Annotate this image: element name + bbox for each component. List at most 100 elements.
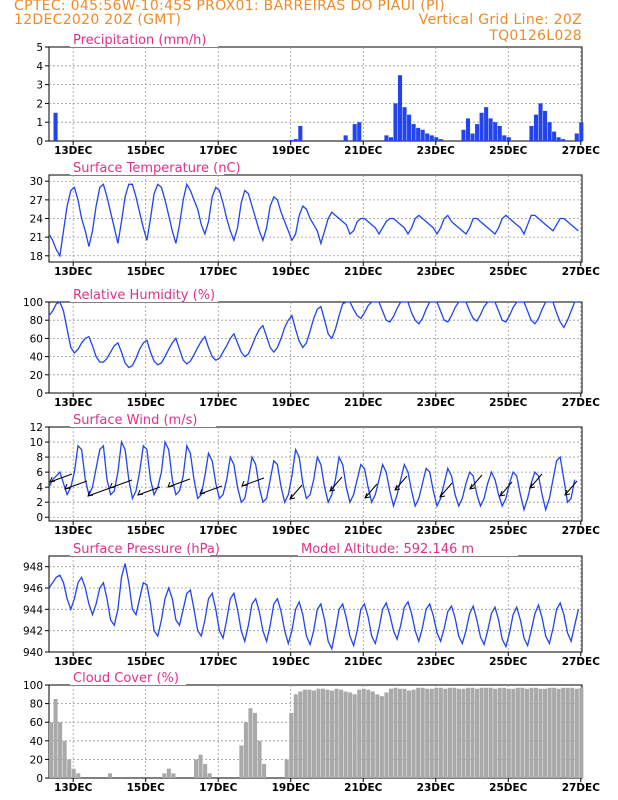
y-tick-label: 27 — [30, 195, 43, 207]
y-tick-label: 40 — [30, 352, 43, 364]
x-tick-label: 23DEC — [417, 525, 456, 537]
x-tick-label: 19DEC — [272, 782, 311, 794]
y-tick-label: 30 — [30, 176, 43, 188]
wind-arrow — [137, 486, 161, 496]
title-background — [70, 671, 186, 685]
cloud-bar — [475, 688, 480, 778]
cloud-bar — [429, 688, 434, 778]
cloud-bar — [384, 692, 389, 778]
precip-bar — [465, 118, 471, 141]
x-tick-label: 25DEC — [489, 266, 528, 278]
cloud-bar — [375, 694, 380, 778]
x-tick-label: 17DEC — [199, 656, 238, 668]
x-tick-label: 21DEC — [344, 656, 383, 668]
wind-arrow-head — [439, 491, 446, 498]
y-tick-label: 80 — [30, 315, 43, 327]
precip-bar — [529, 125, 534, 141]
cloud-bar — [379, 696, 384, 778]
precip-bar — [420, 129, 425, 141]
precip-bar — [533, 114, 539, 141]
x-tick-label: 25DEC — [489, 782, 528, 794]
precip-bar — [470, 133, 475, 141]
cloud-bar — [207, 773, 212, 778]
x-tick-label: 19DEC — [272, 397, 311, 409]
y-tick-label: 4 — [36, 61, 43, 73]
cloud-bar — [194, 759, 199, 778]
precip-bar — [298, 125, 303, 141]
y-tick-label: 100 — [23, 680, 43, 692]
cloud-bar — [574, 688, 579, 778]
precip-bar — [579, 122, 584, 141]
cloud-bar — [443, 688, 448, 778]
plot-frame — [48, 46, 583, 142]
wind-arrow — [64, 480, 88, 490]
panel-title: Precipitation (mm/h) — [73, 33, 206, 48]
y-tick-label: 100 — [23, 297, 43, 309]
cloud-bar — [456, 688, 461, 778]
y-tick-label: 2 — [36, 497, 43, 509]
wind-arrow-head — [109, 482, 116, 489]
cloud-bar — [316, 688, 321, 778]
y-tick-label: 942 — [23, 626, 43, 638]
wind-arrow — [564, 480, 578, 496]
cloud-bar — [357, 689, 362, 778]
cloud-bar — [352, 694, 357, 778]
cloud-bar — [298, 691, 303, 778]
cloud-bar — [257, 740, 262, 778]
annotation-background — [298, 542, 518, 556]
wind-arrow-head — [329, 485, 336, 492]
wind-arrow-head — [289, 493, 296, 500]
x-tick-label: 13DEC — [54, 656, 93, 668]
cloud-bar — [370, 691, 375, 778]
x-tick-label: 27DEC — [562, 782, 601, 794]
precip-bar — [357, 122, 362, 141]
y-tick-label: 8 — [36, 452, 43, 464]
x-tick-label: 23DEC — [417, 266, 456, 278]
precip-bar — [388, 137, 394, 141]
x-tick-label: 17DEC — [199, 145, 238, 157]
y-tick-label: 944 — [23, 604, 43, 616]
y-tick-label: 60 — [30, 717, 43, 729]
precip-bar — [488, 118, 493, 141]
y-tick-label: 6 — [36, 467, 43, 479]
cloud-bar — [434, 687, 439, 778]
cloud-bar — [547, 687, 552, 778]
x-tick-label: 17DEC — [199, 397, 238, 409]
panel-title: Surface Pressure (hPa) — [73, 542, 220, 557]
x-tick-label: 13DEC — [54, 145, 93, 157]
precip-bar — [484, 107, 489, 141]
cloud-bar — [361, 688, 366, 778]
wind-arrow — [529, 473, 543, 489]
y-tick-label: 0 — [36, 773, 43, 785]
precip-bar — [384, 135, 389, 141]
cloud-bar — [397, 688, 403, 778]
x-tick-label: 21DEC — [344, 397, 383, 409]
y-tick-label: 20 — [30, 754, 43, 766]
wind-arrow — [329, 476, 343, 492]
plot-frame — [48, 301, 583, 394]
y-tick-label: 12 — [30, 422, 43, 434]
cloud-bar — [307, 689, 312, 778]
precip-bar — [556, 137, 561, 141]
y-tick-label: 60 — [30, 333, 43, 345]
cloud-bar — [388, 688, 394, 778]
cloud-bar — [561, 687, 566, 778]
x-tick-label: 15DEC — [127, 145, 166, 157]
cloud-bar — [565, 687, 570, 778]
cloud-bar — [203, 764, 208, 778]
x-tick-label: 15DEC — [127, 525, 166, 537]
cloud-bar — [107, 773, 112, 778]
precip-bar — [538, 103, 543, 141]
cloud-bar — [343, 691, 348, 778]
cloud-bar — [339, 689, 344, 778]
y-tick-label: 948 — [23, 562, 43, 574]
x-tick-label: 25DEC — [489, 525, 528, 537]
cloud-bar — [334, 688, 339, 778]
cloud-bar — [511, 688, 516, 778]
cloud-bar — [325, 689, 330, 778]
cloud-bar — [289, 712, 294, 778]
cloud-bar — [470, 687, 475, 778]
cloud-bar — [320, 688, 326, 778]
cloud-bar — [284, 759, 289, 778]
